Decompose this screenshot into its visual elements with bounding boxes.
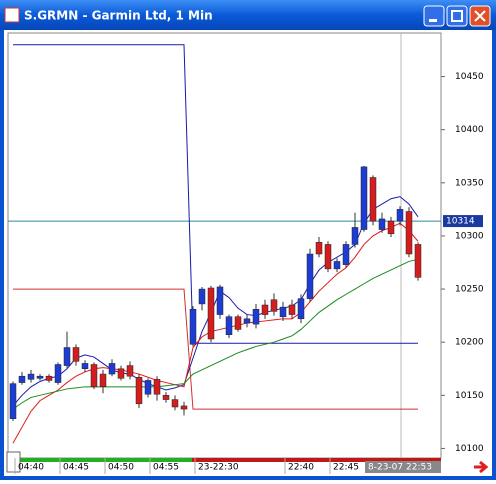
y-tick-label: 10350 — [455, 178, 484, 188]
cursor-box — [365, 461, 441, 473]
y-tick-label: 10450 — [455, 72, 484, 82]
candle-body — [189, 309, 197, 345]
overlay-line — [12, 196, 419, 407]
overlay-line — [13, 44, 418, 344]
candle-body — [27, 373, 35, 380]
candle-body — [234, 316, 242, 330]
candle-body — [333, 261, 341, 270]
candle-body — [315, 242, 323, 255]
y-tick-label: 10100 — [455, 444, 484, 454]
y-tick-label: 10400 — [455, 125, 484, 135]
candle-body — [207, 287, 215, 340]
candle-body — [297, 298, 305, 320]
candle-body — [126, 365, 134, 377]
maximize-icon — [451, 10, 463, 22]
y-tick-label: 10300 — [455, 231, 484, 241]
candle-body — [162, 395, 170, 400]
x-tick-label: 22:40 — [288, 463, 314, 473]
candle-body — [171, 399, 179, 408]
candle-body — [378, 218, 386, 230]
candle-body — [270, 299, 278, 312]
candle-body — [135, 377, 143, 405]
candle-body — [216, 286, 224, 315]
close-icon — [474, 10, 486, 22]
overlay-line — [12, 258, 419, 410]
candle-body — [72, 347, 80, 362]
candle-body — [54, 364, 62, 383]
x-tick-label: 04:40 — [18, 463, 44, 473]
y-tick-label: 10200 — [455, 338, 484, 348]
scroll-box[interactable] — [6, 451, 21, 473]
candle-body — [9, 383, 17, 419]
plot-area — [7, 32, 442, 459]
candle-body — [324, 244, 332, 270]
scroll-arrow[interactable] — [474, 460, 489, 474]
maximize-button[interactable] — [446, 5, 468, 27]
candle-body — [387, 220, 395, 235]
candle-body — [108, 363, 116, 375]
title-bar — [0, 0, 496, 30]
candle-body — [180, 405, 188, 410]
candle-body — [153, 379, 161, 395]
candle-body — [369, 177, 377, 222]
candle-body — [396, 209, 404, 222]
y-tick-label: 10150 — [455, 391, 484, 401]
session-bar — [8, 458, 192, 462]
candle-body — [243, 318, 251, 324]
candle-body — [81, 363, 89, 369]
candle-body — [90, 364, 98, 388]
candle-body — [18, 375, 26, 383]
candle-body — [36, 375, 44, 379]
candle-body — [261, 304, 269, 315]
candle-body — [225, 316, 233, 335]
candle-body — [351, 227, 359, 245]
app-icon — [4, 7, 20, 23]
candle-body — [414, 244, 422, 278]
x-tick-label: 22:45 — [333, 463, 359, 473]
price-label: 10314 — [446, 217, 475, 227]
cursor-label: 8-23-07 22:53 — [368, 463, 432, 473]
minimize-button[interactable] — [423, 5, 445, 27]
overlay-line — [13, 288, 418, 410]
candle-body — [405, 211, 413, 255]
session-bar — [192, 458, 441, 462]
candle-body — [342, 244, 350, 265]
x-tick-label: 04:50 — [108, 463, 134, 473]
candle-body — [144, 380, 152, 395]
candle-body — [63, 347, 71, 366]
candle-body — [279, 306, 287, 317]
candle-body — [360, 166, 368, 230]
candle-body — [99, 373, 107, 388]
candle-body — [306, 253, 314, 299]
candle-body — [198, 288, 206, 305]
overlay-line — [12, 222, 419, 444]
window-title: S.GRMN - Garmin Ltd, 1 Min — [24, 9, 213, 23]
candle-body — [252, 309, 260, 325]
y-tick-label: 10250 — [455, 285, 484, 295]
x-tick-label: 23-22:30 — [198, 463, 239, 473]
x-tick-label: 04:45 — [63, 463, 89, 473]
price-box — [443, 215, 483, 228]
minimize-icon — [429, 19, 437, 22]
candle-body — [117, 368, 125, 379]
candle-body — [288, 304, 296, 315]
candle-body — [45, 375, 53, 381]
x-tick-label: 04:55 — [153, 463, 179, 473]
